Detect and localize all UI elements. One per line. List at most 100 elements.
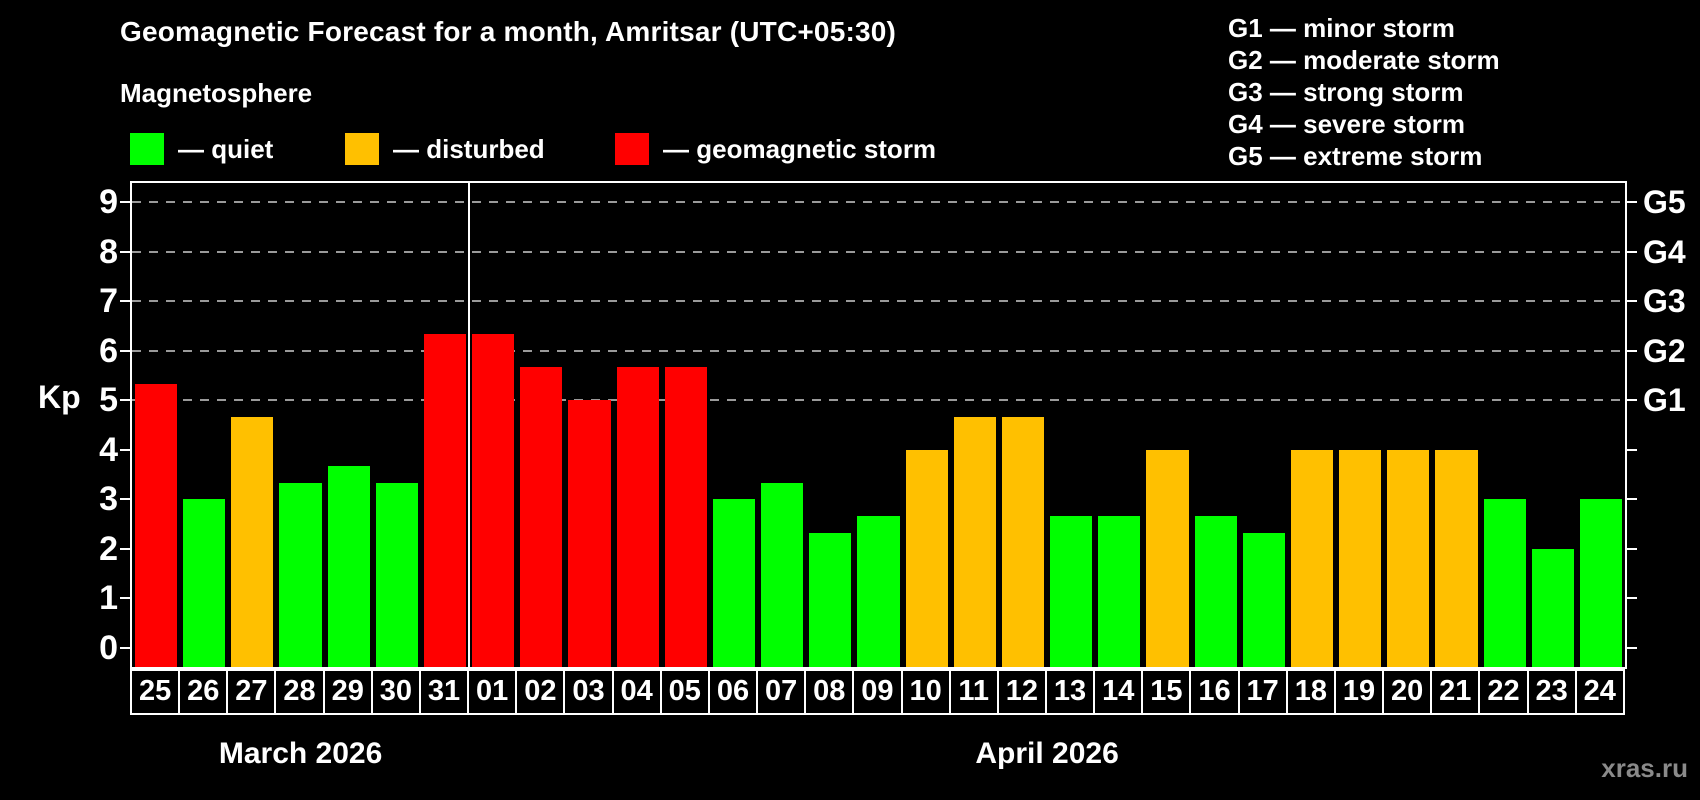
gridline-kp-5	[132, 399, 1625, 402]
bar-day-09	[857, 515, 900, 667]
month-label-2: April 2026	[975, 737, 1119, 770]
bar-day-20	[1387, 449, 1430, 667]
right-tick-kp-0	[1627, 647, 1637, 649]
g-scale-legend-line-4: G4 — severe storm	[1228, 109, 1466, 139]
right-axis-label-g4: G4	[1643, 233, 1686, 270]
date-cell-17: 17	[1237, 669, 1288, 715]
date-cell-15: 15	[1141, 669, 1192, 715]
y-tick-label-1: 1	[99, 579, 118, 618]
bar-day-18	[1290, 449, 1334, 667]
gridline-kp-7	[132, 300, 1625, 303]
bar-day-13	[1050, 515, 1093, 667]
date-cell-27: 27	[226, 669, 277, 715]
left-tick-kp-8	[120, 250, 130, 253]
bar-day-04	[616, 366, 659, 667]
y-tick-label-4: 4	[99, 430, 118, 469]
date-cell-23: 23	[1526, 669, 1577, 715]
gridline-kp-8	[132, 250, 1625, 253]
watermark: xras.ru	[1601, 753, 1688, 783]
legend-label-quiet: — quiet	[178, 133, 274, 164]
bar-day-23	[1531, 548, 1574, 667]
y-tick-label-8: 8	[99, 232, 118, 271]
bar-day-06	[712, 499, 756, 667]
g-scale-legend-line-2: G2 — moderate storm	[1228, 45, 1500, 75]
date-cell-12: 12	[996, 669, 1047, 715]
y-tick-label-0: 0	[99, 629, 118, 667]
y-tick-label-2: 2	[99, 529, 118, 568]
bar-day-29	[327, 466, 370, 667]
gridline-kp-6	[132, 349, 1625, 352]
right-axis-label-g2: G2	[1643, 332, 1686, 369]
bar-day-15	[1146, 449, 1189, 667]
bar-day-21	[1435, 449, 1478, 667]
right-axis-label-g5: G5	[1643, 183, 1686, 220]
bar-day-16	[1194, 515, 1237, 667]
bar-day-03	[568, 400, 611, 667]
date-axis: 25 26 27 28 29 30 31 01 02 03 04 05 06 07 08 09 10 11 12 13…	[130, 669, 1625, 715]
bar-day-07	[761, 482, 804, 667]
date-cell-01: 01	[467, 669, 518, 715]
disturbed-swatch-icon	[345, 133, 379, 165]
date-cell-05: 05	[659, 669, 710, 715]
bar-day-12	[1001, 416, 1045, 667]
date-cell-30: 30	[370, 669, 421, 715]
right-tick-kp-2	[1627, 547, 1637, 550]
bar-day-30	[375, 482, 418, 667]
bar-day-28	[279, 482, 322, 667]
y-tick-label-3: 3	[99, 480, 118, 519]
date-cell-29: 29	[322, 669, 373, 715]
bar-day-02	[520, 366, 563, 667]
storm-swatch-icon	[615, 133, 649, 165]
date-cell-24: 24	[1574, 669, 1625, 715]
right-axis-label-g1: G1	[1643, 382, 1686, 419]
y-tick-label-9: 9	[99, 182, 118, 221]
y-tick-label-7: 7	[99, 282, 118, 321]
y-axis-label: Kp	[38, 379, 81, 415]
date-cell-09: 09	[852, 669, 903, 715]
left-tick-kp-4	[120, 448, 130, 451]
date-cell-03: 03	[563, 669, 614, 715]
right-tick-kp-3	[1627, 498, 1637, 501]
date-cell-16: 16	[1189, 669, 1240, 715]
left-tick-kp-0	[120, 647, 130, 649]
date-cell-20: 20	[1382, 669, 1433, 715]
bar-day-01	[472, 334, 515, 667]
bar-day-14	[1098, 515, 1141, 667]
bar-day-26	[183, 499, 226, 667]
date-cell-04: 04	[611, 669, 662, 715]
date-cell-14: 14	[1093, 669, 1144, 715]
date-cell-25: 25	[130, 669, 181, 715]
date-cell-18: 18	[1285, 669, 1336, 715]
date-cell-19: 19	[1333, 669, 1385, 715]
right-tick-kp-7	[1627, 300, 1637, 303]
month-separator	[468, 183, 471, 667]
date-cell-11: 11	[948, 669, 999, 715]
bar-day-05	[664, 366, 707, 667]
bar-day-27	[231, 416, 274, 667]
bar-day-11	[953, 416, 996, 667]
date-cell-31: 31	[418, 669, 470, 715]
date-cell-28: 28	[274, 669, 325, 715]
bar-day-19	[1339, 449, 1382, 667]
date-cell-02: 02	[515, 669, 566, 715]
left-tick-kp-5	[120, 399, 130, 402]
date-cell-13: 13	[1044, 669, 1096, 715]
g-scale-legend-line-3: G3 — strong storm	[1228, 77, 1464, 107]
bar-day-24	[1579, 499, 1622, 667]
right-tick-kp-6	[1627, 349, 1637, 352]
date-cell-07: 07	[756, 669, 807, 715]
date-cell-22: 22	[1478, 669, 1529, 715]
legend-item-storm: — geomagnetic storm	[615, 130, 936, 168]
left-tick-kp-9	[120, 200, 130, 203]
bar-day-10	[905, 449, 948, 667]
right-axis-label-g3: G3	[1643, 283, 1686, 320]
legend-item-quiet: — quiet	[130, 130, 273, 168]
right-tick-kp-9	[1627, 200, 1637, 203]
month-label-1: March 2026	[218, 737, 383, 770]
chart-subtitle: Magnetosphere	[120, 78, 313, 108]
g-scale-legend-line-1: G1 — minor storm	[1228, 13, 1455, 43]
g-scale-legend: G1 — minor storm G2 — moderate storm G3 …	[1228, 12, 1500, 172]
legend-label-storm: — geomagnetic storm	[663, 133, 937, 164]
legend-label-disturbed: — disturbed	[393, 133, 545, 164]
